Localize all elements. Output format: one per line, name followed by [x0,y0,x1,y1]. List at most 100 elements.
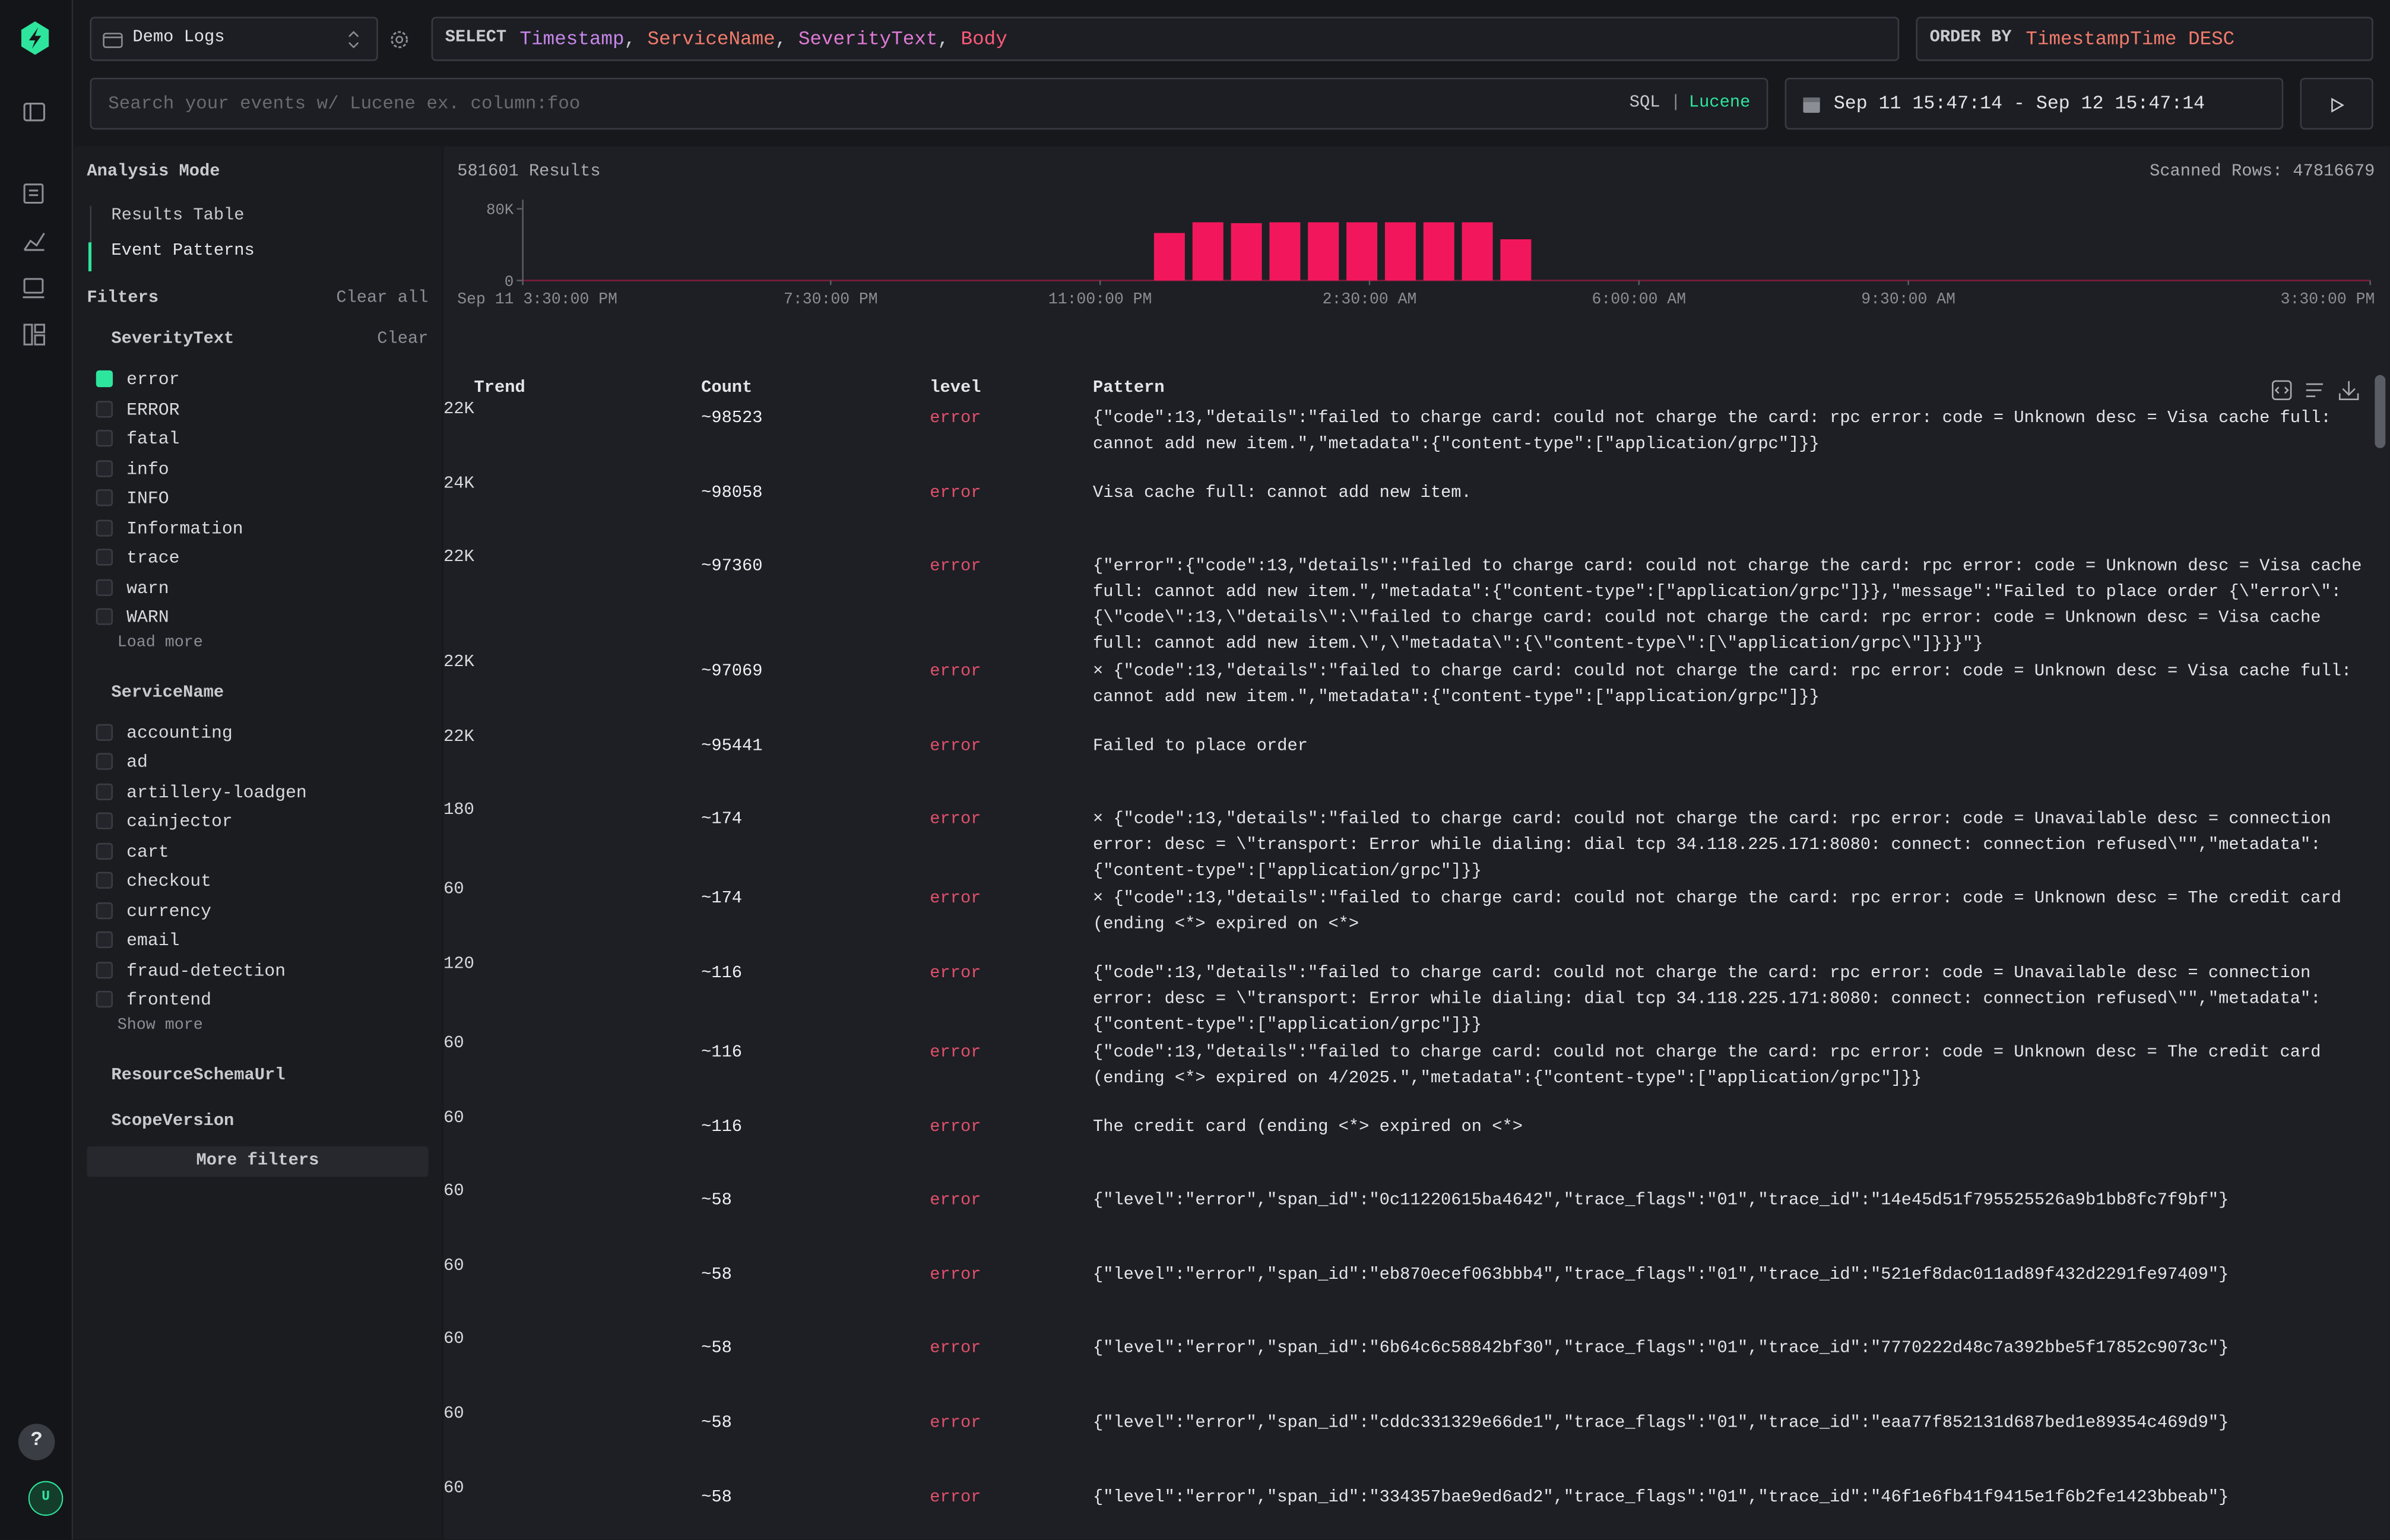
filter-value[interactable]: fatal [126,430,179,449]
filter-value[interactable]: frontend [126,991,211,1010]
checkbox[interactable] [96,608,113,625]
dashboard-icon[interactable] [24,325,32,344]
pattern-row[interactable]: × {"code":13,"details":"failed to charge… [443,660,2372,734]
pattern-row[interactable]: Visa cache full: cannot add new item.24K… [443,481,2372,555]
filter-value[interactable]: currency [126,902,211,921]
checkbox[interactable] [96,723,113,740]
checkbox[interactable] [96,519,113,535]
time-range[interactable]: Sep 11 15:47:14 - Sep 12 15:47:14 [1785,78,2284,129]
pattern-row[interactable]: {"level":"error","span_id":"6b64c6c58842… [443,1338,2372,1412]
pattern-row[interactable]: {"code":13,"details":"failed to charge c… [443,1041,2372,1116]
wrap-button[interactable] [2306,384,2323,397]
filter-group-name[interactable]: ResourceSchemaUrl [111,1066,285,1085]
checkbox[interactable] [96,961,113,978]
checkbox[interactable] [96,902,113,918]
x-tick-label: 9:30:00 AM [1861,290,1955,308]
filter-value[interactable]: WARN [126,608,169,628]
pattern: {"code":13,"details":"failed to charge c… [1093,1041,2370,1093]
source-icon [102,30,123,49]
level: error [930,1338,981,1364]
filter-value[interactable]: warn [126,578,169,598]
filter-group-name[interactable]: ScopeVersion [111,1112,234,1130]
pattern-row[interactable]: {"code":13,"details":"failed to charge c… [443,407,2372,481]
analysis-mode[interactable]: Results Table [111,207,244,226]
column-header[interactable]: Pattern [1093,379,1165,398]
lang-lucene[interactable]: Lucene [1689,94,1750,113]
checkbox[interactable] [96,991,113,1007]
more-filters-button[interactable]: More filters [87,1146,428,1176]
pattern-row[interactable]: {"level":"error","span_id":"eb870ecef063… [443,1263,2372,1338]
logs-icon[interactable] [24,185,43,203]
histogram-bar [1462,222,1493,280]
filter-value[interactable]: error [126,370,179,390]
checkbox[interactable] [96,400,113,417]
checkbox[interactable] [96,370,113,387]
checkbox[interactable] [96,842,113,859]
group-clear[interactable]: Clear [377,331,428,349]
clear-all[interactable]: Clear all [336,290,428,308]
filter-value[interactable]: email [126,931,179,951]
count: ~116 [701,1041,742,1067]
filter-value[interactable]: fraud-detection [126,961,286,981]
scrollbar-thumb[interactable] [2375,375,2385,448]
run-button[interactable] [2300,78,2373,129]
checkbox[interactable] [96,489,113,506]
analysis-mode[interactable]: Event Patterns [111,242,254,261]
filter-value[interactable]: artillery-loadgen [126,782,307,802]
pattern-row[interactable]: {"error":{"code":13,"details":"failed to… [443,555,2372,660]
chart-icon[interactable] [24,233,44,250]
panel-icon[interactable] [24,104,44,121]
load-more[interactable]: Load more [118,633,203,652]
pattern-row[interactable]: × {"code":13,"details":"failed to charge… [443,809,2372,888]
pattern-row[interactable]: {"level":"error","span_id":"0c11220615ba… [443,1189,2372,1263]
download-button[interactable] [2340,381,2358,400]
logo[interactable] [21,21,49,55]
checkbox[interactable] [96,872,113,889]
pattern-row[interactable]: Failed to place order22K~95441errorFaile… [443,734,2372,809]
filter-value[interactable]: ERROR [126,400,179,420]
checkbox[interactable] [96,931,113,948]
filter-value[interactable]: trace [126,549,179,568]
select-input[interactable]: SELECT Timestamp, ServiceName, SeverityT… [432,17,1900,61]
pattern-row[interactable]: {"level":"error","span_id":"334357bae9ed… [443,1485,2372,1539]
search-input[interactable]: Search your events w/ Lucene ex. column:… [90,78,1768,129]
filter-value[interactable]: checkout [126,872,211,892]
pattern-row[interactable]: {"level":"error","span_id":"cddc331329e6… [443,1411,2372,1485]
y-tick-label: 0 [505,273,513,290]
session-icon[interactable] [24,279,43,293]
filter-value[interactable]: info [126,460,169,479]
checkbox[interactable] [96,813,113,829]
lang-sql[interactable]: SQL [1630,94,1660,113]
trend-ymax-label: 24K [443,475,474,493]
filter-group-name[interactable]: ServiceName [111,684,224,702]
filter-group-name[interactable]: SeverityText [111,331,234,349]
filter-value[interactable]: cainjector [126,813,233,832]
filter-value[interactable]: cart [126,842,169,862]
column-header[interactable]: Trend [474,379,525,398]
checkbox[interactable] [96,782,113,799]
column-header[interactable]: Count [701,379,752,398]
pattern-row[interactable]: The credit card (ending <*> expired on <… [443,1115,2372,1189]
count: ~98058 [701,481,762,507]
checkbox[interactable] [96,460,113,476]
checkbox[interactable] [96,549,113,565]
checkbox[interactable] [96,578,113,595]
source-select[interactable]: Demo Logs [90,17,378,61]
column-header[interactable]: level [930,379,981,398]
filter-value[interactable]: accounting [126,723,233,743]
x-tick-label: 3:30:00 PM [2281,290,2375,308]
settings-icon[interactable] [389,29,410,50]
trend-ymax-label: 60 [443,1035,464,1053]
filter-value[interactable]: INFO [126,489,169,509]
pattern-row[interactable]: {"code":13,"details":"failed to charge c… [443,962,2372,1041]
run-icon [2331,97,2344,113]
filter-value[interactable]: ad [126,753,148,772]
filter-value[interactable]: Information [126,519,243,538]
pattern-row[interactable]: × {"code":13,"details":"failed to charge… [443,888,2372,962]
order-input[interactable]: ORDER BY TimestampTime DESC [1916,17,2373,61]
checkbox[interactable] [96,430,113,446]
pattern: {"code":13,"details":"failed to charge c… [1093,962,2370,1040]
checkbox[interactable] [96,753,113,769]
load-more[interactable]: Show more [118,1016,203,1034]
trend-sparkline: 22K [443,401,474,419]
